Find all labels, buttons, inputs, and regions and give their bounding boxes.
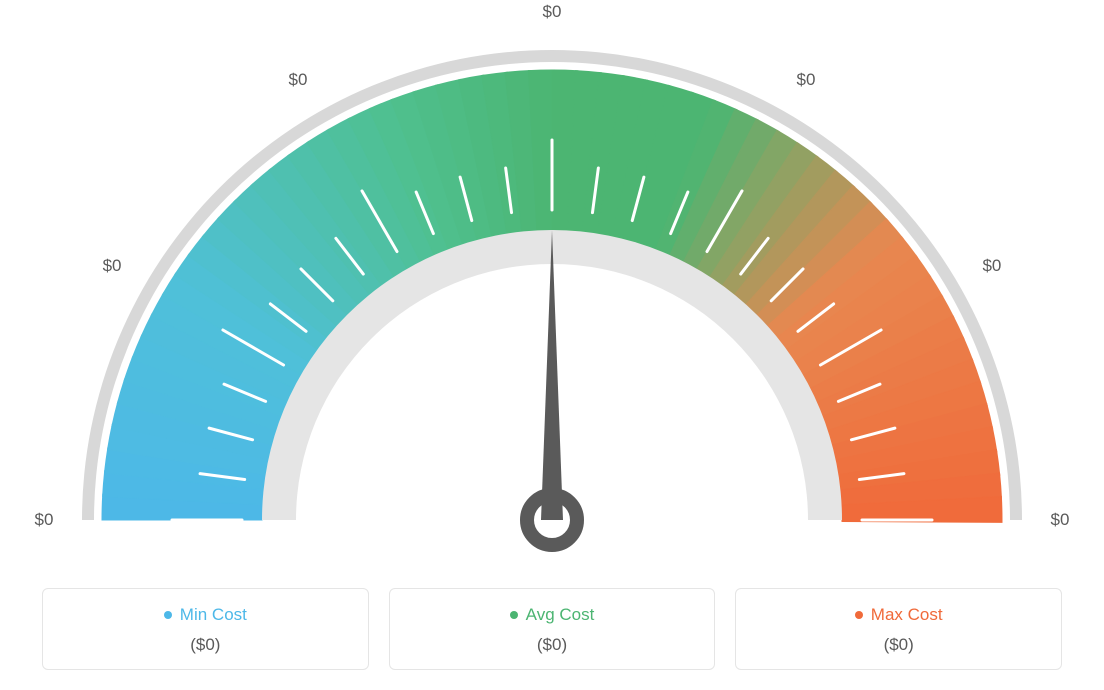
dot-icon <box>855 611 863 619</box>
legend-label-text: Min Cost <box>180 605 247 625</box>
legend-value-max: ($0) <box>748 635 1049 655</box>
gauge-chart: $0$0$0$0$0$0$0 <box>42 20 1062 580</box>
legend-card-max: Max Cost ($0) <box>735 588 1062 670</box>
gauge-tick-label: $0 <box>543 2 562 22</box>
legend-value-avg: ($0) <box>402 635 703 655</box>
legend-label-avg: Avg Cost <box>402 605 703 625</box>
dot-icon <box>164 611 172 619</box>
gauge-tick-label: $0 <box>103 256 122 276</box>
legend-card-avg: Avg Cost ($0) <box>389 588 716 670</box>
gauge-svg <box>42 20 1062 580</box>
dot-icon <box>510 611 518 619</box>
legend-label-max: Max Cost <box>748 605 1049 625</box>
gauge-tick-label: $0 <box>797 70 816 90</box>
legend-label-text: Avg Cost <box>526 605 595 625</box>
gauge-tick-label: $0 <box>982 256 1001 276</box>
gauge-tick-label: $0 <box>35 510 54 530</box>
gauge-tick-label: $0 <box>289 70 308 90</box>
legend-card-min: Min Cost ($0) <box>42 588 369 670</box>
legend-value-min: ($0) <box>55 635 356 655</box>
legend-label-min: Min Cost <box>55 605 356 625</box>
gauge-tick-label: $0 <box>1051 510 1070 530</box>
legend-row: Min Cost ($0) Avg Cost ($0) Max Cost ($0… <box>42 588 1062 670</box>
legend-label-text: Max Cost <box>871 605 943 625</box>
